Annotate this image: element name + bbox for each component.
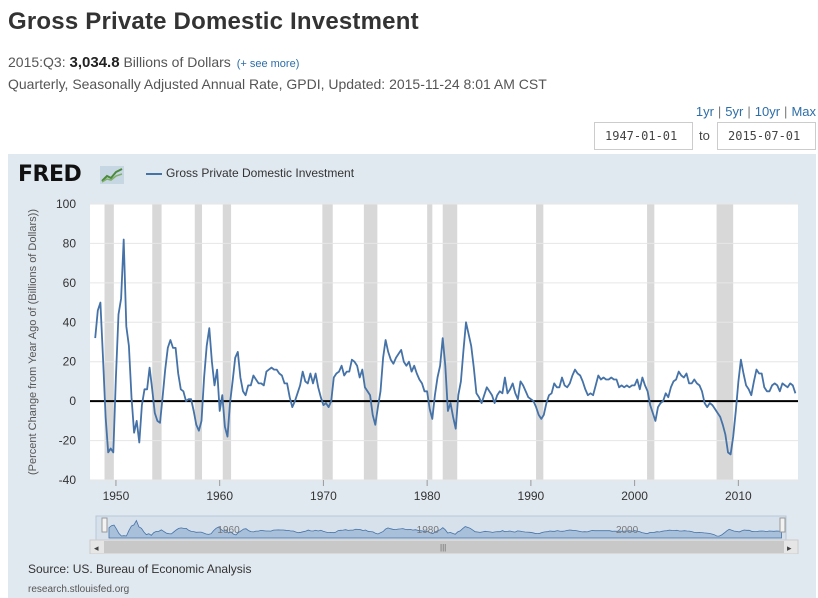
recession-band (647, 204, 655, 480)
range-1yr-link[interactable]: 1yr (695, 104, 714, 119)
recession-band (104, 204, 114, 480)
source-note: Source: US. Bureau of Economic Analysis (28, 562, 252, 576)
y-tick-label: 100 (56, 197, 76, 211)
latest-period: 2015:Q3: (8, 54, 66, 70)
navigator-label: 2000 (616, 525, 639, 536)
navigator: 1960 1980 2000 ◂ ▸ ||| (89, 515, 799, 554)
recession-band (363, 204, 378, 480)
recession-bands (104, 204, 734, 480)
y-tick-label: 20 (63, 355, 77, 369)
scrollbar-grip-icon[interactable]: ||| (440, 543, 446, 552)
recession-band (152, 204, 162, 480)
navigator-right-handle[interactable] (779, 517, 786, 533)
fred-logo: FRED (18, 162, 82, 187)
chart-legend[interactable]: Gross Private Domestic Investment (146, 166, 354, 180)
scroll-right-icon[interactable]: ▸ (787, 543, 792, 553)
recession-band (194, 204, 203, 480)
y-tick-label: -20 (59, 434, 77, 448)
page-title: Gross Private Domestic Investment (8, 8, 419, 35)
range-max-link[interactable]: Max (791, 104, 816, 119)
navigator-scrollbar-thumb[interactable] (104, 541, 784, 553)
latest-observation: 2015:Q3: 3,034.8 Billions of Dollars (+ … (8, 54, 299, 71)
y-tick-label: -40 (59, 473, 77, 487)
chart-panel: FRED Gross Private Domestic Investment -… (8, 154, 816, 598)
navigator-left-handle[interactable] (101, 517, 108, 533)
end-date-input[interactable]: 2015-07-01 (717, 122, 816, 150)
range-5yr-link[interactable]: 5yr (725, 104, 744, 119)
y-tick-label: 60 (63, 276, 77, 290)
fred-graph-icon (100, 166, 124, 184)
line-chart: -40 -20 0 20 40 60 80 100 1950 1960 1970 1980 1990 2… (27, 197, 799, 554)
x-tick-label: 2010 (725, 489, 752, 503)
date-to-label: to (699, 128, 710, 143)
x-axis-ticks: 1950 1960 1970 1980 1990 2000 2010 (103, 480, 752, 503)
x-tick-label: 1960 (206, 489, 233, 503)
series-meta: Quarterly, Seasonally Adjusted Annual Ra… (8, 76, 547, 92)
recession-band (322, 204, 333, 480)
range-10yr-link[interactable]: 10yr (754, 104, 781, 119)
x-tick-label: 1980 (414, 489, 441, 503)
navigator-series (108, 519, 782, 539)
series-line (94, 238, 797, 456)
latest-units: Billions of Dollars (123, 54, 231, 70)
latest-value: 3,034.8 (69, 54, 120, 71)
grid-lines (90, 203, 798, 481)
x-tick-label: 1970 (310, 489, 337, 503)
see-more-link[interactable]: (+ see more) (236, 58, 300, 70)
x-tick-label: 2000 (621, 489, 648, 503)
recession-band (716, 204, 734, 480)
y-tick-label: 80 (63, 236, 77, 250)
site-link[interactable]: research.stlouisfed.org (28, 584, 130, 595)
y-axis-label: (Percent Change from Year Ago of (Billio… (27, 209, 39, 475)
range-selector: 1yr | 5yr | 10yr | Max (695, 104, 816, 119)
recession-band (222, 204, 232, 480)
recession-band (536, 204, 544, 480)
legend-label: Gross Private Domestic Investment (166, 166, 355, 180)
navigator-label: 1960 (217, 525, 240, 536)
recession-band (427, 204, 433, 480)
recession-band (442, 204, 458, 480)
y-tick-label: 40 (63, 315, 77, 329)
x-tick-label: 1950 (103, 489, 130, 503)
start-date-input[interactable]: 1947-01-01 (594, 122, 693, 150)
y-axis-ticks: -40 -20 0 20 40 60 80 100 (56, 197, 76, 487)
y-tick-label: 0 (69, 394, 76, 408)
navigator-label: 1980 (417, 525, 440, 536)
scroll-left-icon[interactable]: ◂ (94, 543, 99, 553)
legend-swatch (146, 172, 162, 175)
x-tick-label: 1990 (518, 489, 545, 503)
